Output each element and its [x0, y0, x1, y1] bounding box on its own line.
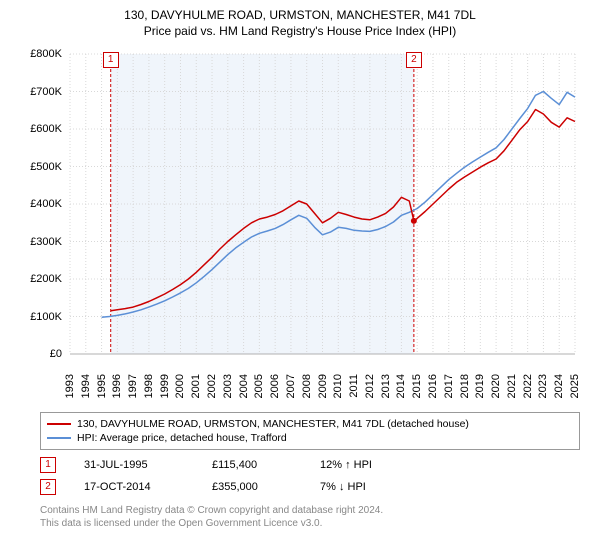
x-axis-label: 1997 — [127, 374, 139, 398]
chart-marker: 2 — [406, 52, 422, 68]
footnote-marker: 1 — [40, 457, 56, 473]
footnote-price: £355,000 — [212, 481, 292, 493]
y-axis-label: £700K — [30, 86, 62, 98]
footnote-delta: 7% ↓ HPI — [320, 481, 410, 493]
x-axis-label: 2024 — [553, 374, 565, 398]
x-axis-label: 2018 — [459, 374, 471, 398]
x-axis-label: 2006 — [269, 374, 281, 398]
y-axis-label: £800K — [30, 48, 62, 60]
x-axis-label: 2005 — [253, 374, 265, 398]
footnote-date: 17-OCT-2014 — [84, 481, 184, 493]
footnote-row: 1 31-JUL-1995 £115,400 12% ↑ HPI — [40, 454, 580, 476]
chart-container: 130, DAVYHULME ROAD, URMSTON, MANCHESTER… — [0, 0, 600, 560]
legend-label: 130, DAVYHULME ROAD, URMSTON, MANCHESTER… — [77, 418, 469, 430]
y-axis-label: £100K — [30, 311, 62, 323]
credits-line: This data is licensed under the Open Gov… — [40, 517, 580, 530]
footnotes: 1 31-JUL-1995 £115,400 12% ↑ HPI 2 17-OC… — [40, 454, 580, 498]
x-axis-label: 2021 — [506, 374, 518, 398]
legend: 130, DAVYHULME ROAD, URMSTON, MANCHESTER… — [40, 412, 580, 450]
x-axis-label: 2014 — [395, 374, 407, 398]
y-axis-label: £400K — [30, 198, 62, 210]
y-axis-label: £300K — [30, 236, 62, 248]
x-axis-label: 2001 — [190, 374, 202, 398]
legend-item: HPI: Average price, detached house, Traf… — [47, 431, 573, 445]
credits-line: Contains HM Land Registry data © Crown c… — [40, 504, 580, 517]
x-axis-label: 1993 — [64, 374, 76, 398]
y-axis-label: £0 — [50, 348, 62, 360]
y-axis-label: £200K — [30, 273, 62, 285]
x-axis-label: 2003 — [222, 374, 234, 398]
x-axis-label: 1998 — [143, 374, 155, 398]
footnote-row: 2 17-OCT-2014 £355,000 7% ↓ HPI — [40, 476, 580, 498]
x-axis-label: 2015 — [411, 374, 423, 398]
x-axis-label: 2004 — [238, 374, 250, 398]
x-axis-label: 2016 — [427, 374, 439, 398]
footnote-date: 31-JUL-1995 — [84, 459, 184, 471]
chart-subtitle: Price paid vs. HM Land Registry's House … — [0, 22, 600, 44]
x-axis-label: 2007 — [285, 374, 297, 398]
legend-label: HPI: Average price, detached house, Traf… — [77, 432, 287, 444]
y-axis-label: £600K — [30, 123, 62, 135]
x-axis-label: 2010 — [332, 374, 344, 398]
x-axis-label: 1994 — [80, 374, 92, 398]
x-axis-label: 2013 — [380, 374, 392, 398]
x-axis-label: 1999 — [159, 374, 171, 398]
x-axis-label: 2017 — [443, 374, 455, 398]
x-axis-label: 1995 — [96, 374, 108, 398]
x-axis-label: 2022 — [522, 374, 534, 398]
x-axis-label: 2025 — [569, 374, 581, 398]
chart-svg — [20, 44, 580, 404]
x-axis-label: 2023 — [537, 374, 549, 398]
x-axis-label: 2011 — [348, 374, 360, 398]
x-axis-label: 2019 — [474, 374, 486, 398]
chart-marker: 1 — [103, 52, 119, 68]
chart-title: 130, DAVYHULME ROAD, URMSTON, MANCHESTER… — [0, 0, 600, 22]
credits: Contains HM Land Registry data © Crown c… — [40, 504, 580, 530]
y-axis-label: £500K — [30, 161, 62, 173]
x-axis-label: 2008 — [301, 374, 313, 398]
x-axis-label: 1996 — [111, 374, 123, 398]
footnote-delta: 12% ↑ HPI — [320, 459, 410, 471]
footnote-marker: 2 — [40, 479, 56, 495]
legend-swatch — [47, 423, 71, 425]
x-axis-label: 2009 — [317, 374, 329, 398]
x-axis-label: 2002 — [206, 374, 218, 398]
legend-swatch — [47, 437, 71, 439]
chart-plot-area: £0 £100K £200K £300K £400K £500K £600K £700K £80… — [20, 44, 580, 404]
footnote-price: £115,400 — [212, 459, 292, 471]
x-axis-label: 2012 — [364, 374, 376, 398]
x-axis-label: 2020 — [490, 374, 502, 398]
legend-item: 130, DAVYHULME ROAD, URMSTON, MANCHESTER… — [47, 417, 573, 431]
x-axis-label: 2000 — [174, 374, 186, 398]
